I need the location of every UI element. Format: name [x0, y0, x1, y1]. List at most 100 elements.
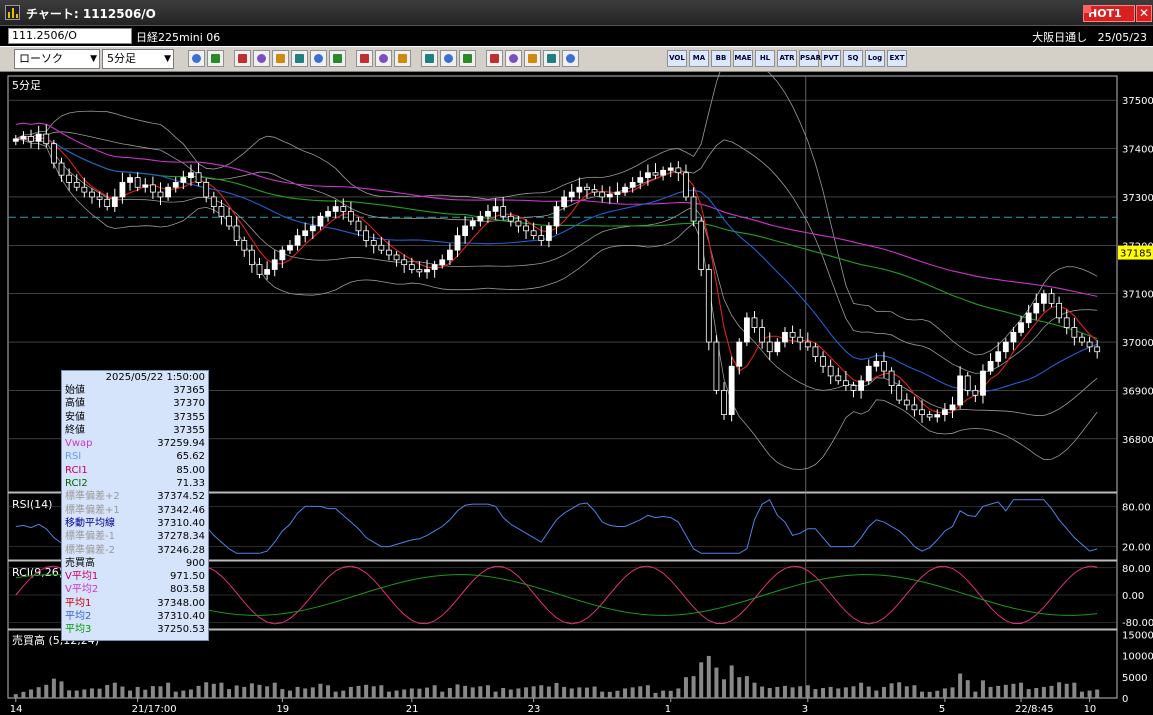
candle-body [96, 196, 103, 200]
settings-icon[interactable] [421, 50, 438, 67]
rci-tick-label: -80.00 [1122, 618, 1153, 629]
volume-bar [531, 686, 536, 698]
volume-bar [767, 688, 772, 698]
candle-body [271, 259, 278, 270]
candle-body [820, 356, 826, 367]
pencil-icon[interactable] [234, 50, 251, 67]
volume-bar [638, 686, 643, 698]
candle-body [667, 167, 674, 171]
volume-bar [74, 690, 79, 698]
candle-body [553, 206, 560, 227]
candle-body [241, 240, 248, 251]
candle-body [530, 230, 537, 237]
brush-icon[interactable] [440, 50, 457, 67]
info-label: 安値 [65, 411, 85, 423]
volume-bar [326, 685, 331, 698]
indicator-button-7[interactable]: PVT [821, 50, 841, 67]
volume-bar [782, 685, 787, 698]
volume-bar [341, 690, 346, 698]
bollinger-band-2 [15, 72, 1098, 356]
trash-icon[interactable] [329, 50, 346, 67]
indicator-button-10[interactable]: EXT [887, 50, 907, 67]
volume-bar [859, 682, 864, 698]
grid-icon[interactable] [524, 50, 541, 67]
indicator-button-3[interactable]: MAE [733, 50, 753, 67]
volume-bar [836, 688, 841, 698]
time-tick-label: 19 [276, 704, 289, 715]
chart-type-select[interactable]: ローソク ▼ [14, 49, 100, 69]
candle-body [934, 414, 941, 418]
palette-icon[interactable] [459, 50, 476, 67]
close-button[interactable]: ✕ [1136, 5, 1152, 22]
candle-body [972, 390, 979, 396]
volume-bar [128, 690, 133, 698]
undo-icon[interactable] [291, 50, 308, 67]
indicator-button-5[interactable]: ATR [777, 50, 797, 67]
chart-app-icon [5, 5, 20, 20]
candle-body [987, 360, 994, 372]
candle-body [591, 189, 598, 193]
volume-bar [348, 686, 353, 698]
candle-body [28, 136, 34, 142]
candle-body [873, 360, 880, 367]
bollinger-band--2 [15, 138, 1098, 470]
window-icon[interactable] [207, 50, 224, 67]
indicator-button-0[interactable]: VOL [667, 50, 687, 67]
candle-body [538, 235, 545, 241]
candle-body [599, 191, 606, 198]
volume-bar [600, 691, 605, 698]
info-row: 標準偏差-1 37278.34 [62, 530, 208, 543]
indicator-button-1[interactable]: MA [689, 50, 709, 67]
magnet-icon[interactable] [253, 50, 270, 67]
symbol-code-field[interactable]: 111.2506/O [8, 28, 132, 44]
volume-bar [227, 689, 232, 698]
interval-select[interactable]: 5分足 ▼ [102, 49, 174, 69]
candle-body [43, 133, 50, 145]
indicator-button-2[interactable]: BB [711, 50, 731, 67]
candle-body [454, 235, 461, 251]
main-panel-label: 5分足 [12, 79, 41, 92]
volume-bar [752, 682, 757, 698]
candle-body [888, 370, 895, 386]
volume-bar [950, 687, 955, 698]
candle-icon[interactable] [375, 50, 392, 67]
time-tick-label: 22/8:45 [1015, 704, 1054, 715]
volume-bar [699, 662, 704, 698]
info-label: RSI [65, 451, 82, 463]
title-bar: チャート: 1112506/O HOT1 ✕ [0, 0, 1153, 26]
info-row: 安値 37355 [62, 411, 208, 424]
indicator-button-6[interactable]: PSAR [799, 50, 821, 67]
volume-bar [485, 685, 490, 698]
info-row: 終値 37355 [62, 424, 208, 437]
candle-body [149, 184, 156, 193]
candle-body [89, 191, 95, 198]
candle-body [332, 206, 339, 212]
marker-icon[interactable] [543, 50, 560, 67]
time-tick-label: 3 [802, 704, 808, 715]
candle-body [980, 370, 986, 396]
all-icon[interactable] [394, 50, 411, 67]
list-icon[interactable] [310, 50, 327, 67]
info-label: V平均2 [65, 584, 99, 596]
hand-icon[interactable] [486, 50, 503, 67]
info-label: 平均3 [65, 624, 92, 636]
candle-body [698, 220, 705, 270]
candle-body [751, 317, 758, 328]
indicator-button-8[interactable]: SQ [843, 50, 863, 67]
indicator-button-9[interactable]: Log [865, 50, 885, 67]
indicator-button-4[interactable]: HL [755, 50, 775, 67]
hot-button[interactable]: HOT1 [1083, 5, 1135, 22]
search-icon[interactable] [188, 50, 205, 67]
zoom-icon[interactable] [505, 50, 522, 67]
volume-bar [1019, 682, 1024, 698]
candle-body [58, 162, 65, 176]
volume-bar [150, 686, 155, 698]
candle-body [157, 191, 164, 198]
toolbar-indicator-group: VOL MA BB MAE HL ATR PSAR PVT SQ Log EXT [667, 50, 907, 69]
alert-icon[interactable] [562, 50, 579, 67]
candle-body [850, 385, 857, 391]
cursor-icon[interactable] [272, 50, 289, 67]
candle-body [127, 177, 133, 183]
candle-icon[interactable] [356, 50, 373, 67]
volume-bar [516, 688, 521, 698]
